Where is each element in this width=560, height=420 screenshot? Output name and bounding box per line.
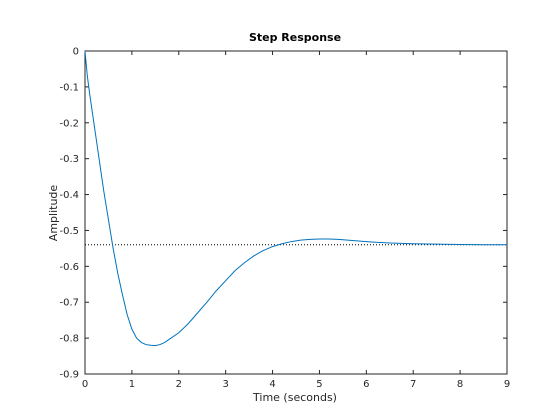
y-tick-label: -0.7	[59, 298, 79, 309]
x-tick-label: 2	[176, 379, 182, 390]
x-tick-label: 1	[129, 379, 135, 390]
chart-title: Step Response	[249, 31, 341, 44]
x-tick-label: 7	[410, 379, 416, 390]
y-tick-label: -0.8	[59, 334, 79, 345]
y-tick-label: -0.4	[59, 190, 79, 201]
x-tick-label: 5	[316, 379, 322, 390]
step-response-line	[84, 50, 507, 347]
x-tick-label: 4	[269, 379, 275, 390]
axis-tick-labels: 0 1 2 3 4 5 6 7 8 9 0 -0.1 -0.2 -0.3 -0.4 -0.5 -0.6 -0.7 -…	[59, 47, 510, 391]
y-tick-label: -0.9	[59, 370, 79, 381]
x-tick-label: 9	[504, 379, 510, 390]
y-tick-label: -0.6	[59, 262, 79, 273]
plot-area	[84, 50, 508, 375]
x-tick-label: 6	[363, 379, 369, 390]
y-tick-label: -0.5	[59, 226, 79, 237]
y-tick-label: -0.1	[59, 82, 79, 93]
y-tick-label: -0.2	[59, 118, 79, 129]
y-axis-label: Amplitude	[47, 185, 60, 242]
x-tick-label: 0	[82, 379, 88, 390]
series-group	[84, 50, 507, 347]
y-tick-label: 0	[73, 47, 79, 58]
y-tick-label: -0.3	[59, 154, 79, 165]
x-tick-label: 8	[457, 379, 463, 390]
x-tick-label: 3	[222, 379, 228, 390]
x-axis-label: Time (seconds)	[252, 391, 337, 404]
